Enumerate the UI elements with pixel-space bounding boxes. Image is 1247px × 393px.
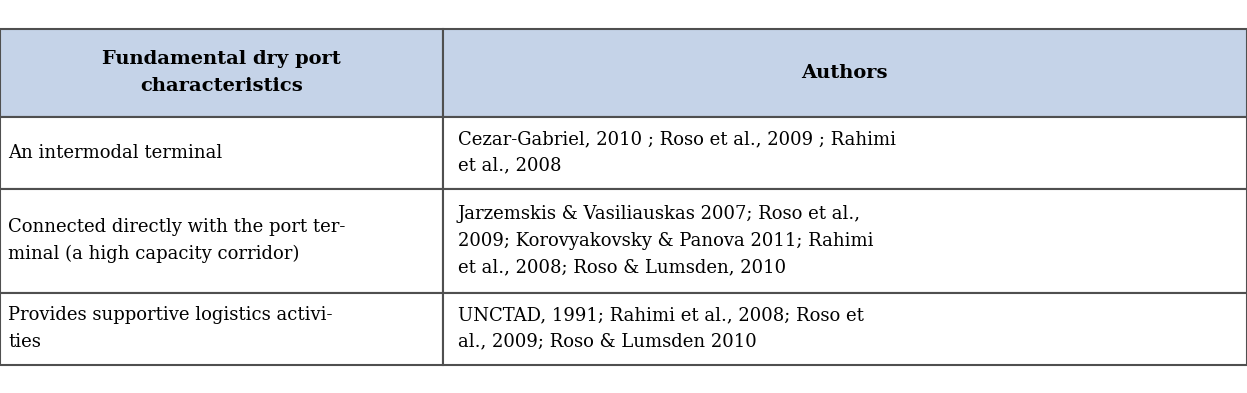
Bar xyxy=(0,29,443,116)
Bar xyxy=(0,189,443,292)
Text: Provides supportive logistics activi-
ties: Provides supportive logistics activi- ti… xyxy=(7,306,333,351)
Text: Fundamental dry port
characteristics: Fundamental dry port characteristics xyxy=(102,50,340,95)
Bar xyxy=(0,292,443,364)
Text: Authors: Authors xyxy=(802,64,888,81)
Bar xyxy=(443,189,1247,292)
Text: Connected directly with the port ter-
minal (a high capacity corridor): Connected directly with the port ter- mi… xyxy=(7,218,345,263)
Text: Cezar-Gabriel, 2010 ; Roso et al., 2009 ; Rahimi
et al., 2008: Cezar-Gabriel, 2010 ; Roso et al., 2009 … xyxy=(458,130,895,175)
Text: An intermodal terminal: An intermodal terminal xyxy=(7,143,222,162)
Bar xyxy=(443,292,1247,364)
Bar xyxy=(443,29,1247,116)
Text: UNCTAD, 1991; Rahimi et al., 2008; Roso et
al., 2009; Roso & Lumsden 2010: UNCTAD, 1991; Rahimi et al., 2008; Roso … xyxy=(458,306,864,351)
Bar xyxy=(443,116,1247,189)
Text: Jarzemskis & Vasiliauskas 2007; Roso et al.,
2009; Korovyakovsky & Panova 2011; : Jarzemskis & Vasiliauskas 2007; Roso et … xyxy=(458,205,873,276)
Bar xyxy=(0,116,443,189)
